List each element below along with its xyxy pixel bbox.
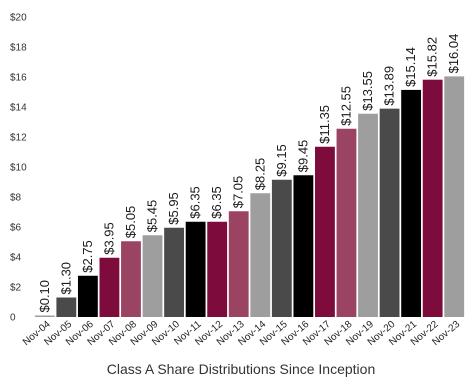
y-tick-label: $2 (10, 283, 22, 294)
y-tick-label: $14 (10, 103, 27, 114)
value-label: $0.10 (37, 280, 52, 313)
bar-nov-17 (315, 146, 335, 317)
bar-nov-07 (99, 257, 120, 317)
value-label: $13.89 (382, 66, 397, 106)
y-tick-label: $4 (10, 253, 22, 264)
y-axis: 0 $2 $4 $6 $8 $10 $12 $14 $16 $18 $20 (10, 13, 27, 324)
y-tick-label: $8 (10, 193, 22, 204)
value-label: $3.95 (101, 222, 116, 255)
value-label: $7.05 (231, 176, 246, 209)
value-label: $5.95 (166, 192, 181, 225)
bar-nov-12 (207, 221, 228, 317)
bar-nov-14 (250, 193, 271, 317)
bar-nov-21 (401, 89, 422, 318)
value-label: $1.30 (58, 262, 73, 295)
value-label: $5.45 (145, 200, 160, 233)
bar-nov-05 (56, 297, 77, 317)
y-tick-label: $18 (10, 43, 27, 54)
y-tick-label: 0 (10, 313, 16, 324)
bar-nov-06 (77, 275, 98, 317)
x-axis-title: Class A Share Distributions Since Incept… (107, 361, 375, 377)
value-label: $5.05 (123, 206, 138, 239)
value-label: $2.75 (80, 240, 95, 273)
value-label: $6.35 (188, 186, 203, 219)
bar-nov-08 (121, 241, 141, 317)
bar-nov-09 (142, 235, 163, 317)
value-label: $6.35 (209, 186, 224, 219)
bars (34, 76, 465, 318)
value-label: $12.55 (338, 86, 353, 126)
value-label: $15.82 (425, 37, 440, 77)
value-label: $11.35 (317, 105, 332, 144)
bar-nov-11 (185, 221, 206, 317)
value-label: $15.14 (403, 47, 418, 87)
value-label: $9.45 (295, 140, 310, 173)
bar-nov-13 (228, 211, 249, 317)
value-label: $16.04 (446, 34, 461, 74)
bar-nov-04 (34, 315, 55, 317)
value-label: $8.25 (252, 158, 267, 191)
value-labels: $0.10 $1.30 $2.75 $3.95 $5.05 $5.45 $5.95 $6.35… (37, 34, 461, 313)
x-axis: Nov-04Nov-05Nov-06Nov-07Nov-08Nov-09Nov-… (21, 319, 463, 348)
bar-nov-22 (422, 79, 443, 317)
bar-nov-19 (358, 113, 378, 317)
y-tick-label: $16 (10, 73, 27, 84)
y-tick-label: $6 (10, 223, 22, 234)
bar-nov-18 (336, 128, 357, 317)
value-label: $13.55 (360, 71, 375, 111)
y-tick-label: $12 (10, 133, 27, 144)
bar-nov-10 (164, 227, 184, 317)
bar-nov-20 (379, 108, 400, 318)
bar-nov-23 (444, 76, 465, 318)
value-label: $9.15 (274, 144, 289, 177)
y-tick-label: $20 (10, 13, 27, 24)
bar-nov-16 (293, 175, 314, 317)
bar-nov-15 (271, 179, 292, 317)
y-tick-label: $10 (10, 163, 27, 174)
